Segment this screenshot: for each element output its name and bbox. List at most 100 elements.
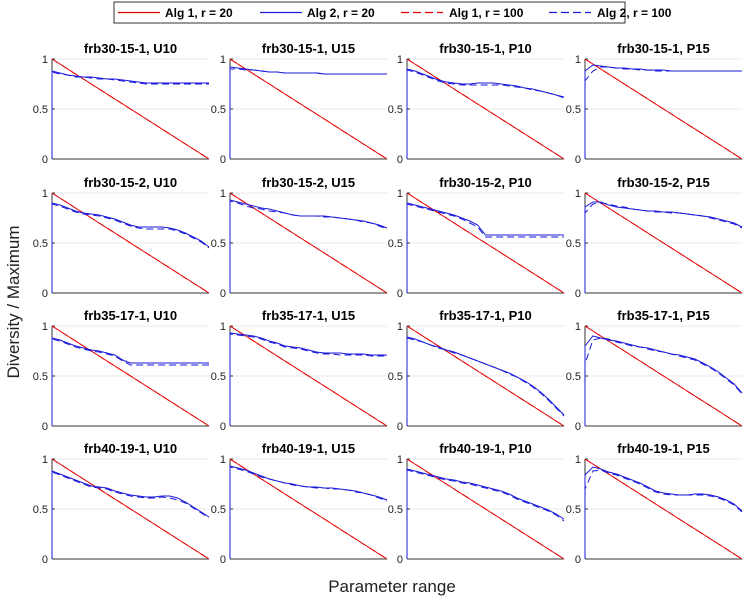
- panel-frb40-19-1-p10-ytick-label-2: 1: [397, 454, 403, 466]
- panel-frb40-19-1-p15: 0 0.5 1 frb40-19-1, P15: [566, 441, 743, 566]
- panel-frb30-15-2-p15-line-alg2-r20: [584, 201, 743, 293]
- subplot-grid: 0 0.5 1 frb30-15-1, U10 0 0.5 1 frb30-15-1, U15…: [33, 41, 743, 566]
- panel-frb30-15-2-u10-ytick-label-0: 0: [42, 288, 48, 300]
- panel-frb35-17-1-p15-line-alg2-r20: [584, 335, 743, 426]
- panel-frb35-17-1-u15-line-alg1-r20: [229, 325, 388, 427]
- panel-frb40-19-1-u10-ytick-label-1: 0.5: [33, 504, 48, 516]
- panel-frb35-17-1-u10-line-alg2-r20: [51, 337, 209, 426]
- panel-frb30-15-2-u10: 0 0.5 1 frb30-15-2, U10: [33, 175, 210, 300]
- panel-frb30-15-1-p10-title: frb30-15-1, P10: [439, 41, 532, 56]
- panel-frb30-15-2-p10-ytick-label-0: 0: [397, 288, 403, 300]
- panel-frb30-15-2-u10-line-alg1-r20: [51, 192, 210, 294]
- panel-frb30-15-2-u10-line-alg2-r100: [51, 203, 210, 293]
- panel-frb30-15-1-u15: 0 0.5 1 frb30-15-1, U15: [211, 41, 388, 166]
- panel-frb30-15-2-u15-title: frb30-15-2, U15: [262, 175, 355, 190]
- panel-frb35-17-1-u15: 0 0.5 1 frb35-17-1, U15: [211, 308, 388, 433]
- panel-frb35-17-1-p15: 0 0.5 1 frb35-17-1, P15: [566, 308, 743, 433]
- panel-frb30-15-2-u15-ytick-label-2: 1: [220, 188, 226, 200]
- panel-frb30-15-1-u15-title: frb30-15-1, U15: [262, 41, 355, 56]
- panel-frb35-17-1-u10-line-alg1-r20: [51, 325, 210, 427]
- panel-frb35-17-1-p10-line-alg2-r20: [406, 336, 565, 426]
- panel-frb40-19-1-u10-ytick-label-0: 0: [42, 554, 48, 566]
- panel-frb30-15-1-u15-line-alg1-r20: [229, 58, 388, 160]
- panel-frb40-19-1-u15-line-alg1-r20: [229, 458, 388, 560]
- panel-frb40-19-1-u15-ytick-label-1: 0.5: [211, 504, 226, 516]
- panel-frb30-15-2-p15-ytick-label-2: 1: [575, 188, 581, 200]
- legend-entry-alg1-r100: Alg 1, r = 100: [401, 6, 524, 20]
- legend-label-alg2-r20: Alg 2, r = 20: [307, 6, 375, 20]
- panel-frb30-15-1-u10-ytick-label-0: 0: [42, 154, 48, 166]
- panel-frb30-15-1-p10-ytick-label-0: 0: [397, 154, 403, 166]
- panel-frb30-15-2-p15-title: frb30-15-2, P15: [617, 175, 710, 190]
- panel-frb35-17-1-u15-ytick-label-2: 1: [220, 321, 226, 333]
- panel-frb35-17-1-p15-line-alg1-r20: [584, 325, 743, 427]
- panel-frb30-15-1-p10: 0 0.5 1 frb30-15-1, P10: [388, 41, 565, 166]
- panel-frb40-19-1-p10-ytick-label-0: 0: [397, 554, 403, 566]
- panel-frb30-15-1-u10-line-alg2-r20: [51, 70, 209, 159]
- panel-frb30-15-1-p15-line-alg1-r20: [584, 58, 743, 160]
- panel-frb40-19-1-p15-line-alg1-r20: [584, 458, 743, 560]
- panel-frb35-17-1-u15-ytick-label-1: 0.5: [211, 371, 226, 383]
- legend-label-alg2-r100: Alg 2, r = 100: [597, 6, 672, 20]
- panel-frb30-15-2-p15-ytick-label-1: 0.5: [566, 238, 581, 250]
- panel-frb40-19-1-p10-line-alg2-r100: [406, 469, 565, 559]
- panel-frb35-17-1-p10-line-alg1-r20: [406, 325, 565, 427]
- panel-frb35-17-1-p10-ytick-label-2: 1: [397, 321, 403, 333]
- panel-frb40-19-1-u15-ytick-label-2: 1: [220, 454, 226, 466]
- y-axis-label: Diversity / Maximum: [4, 225, 23, 378]
- panel-frb40-19-1-u10: 0 0.5 1 frb40-19-1, U10: [33, 441, 210, 566]
- panel-frb40-19-1-u10-line-alg2-r100: [51, 471, 210, 559]
- panel-frb30-15-2-p10-ytick-label-2: 1: [397, 188, 403, 200]
- panel-frb30-15-1-p15-title: frb30-15-1, P15: [617, 41, 710, 56]
- panel-frb40-19-1-u10-line-alg2-r20: [51, 470, 210, 559]
- panel-frb35-17-1-u10-ytick-label-2: 1: [42, 321, 48, 333]
- panel-frb30-15-2-u15-ytick-label-0: 0: [220, 288, 226, 300]
- legend-entry-alg2-r100: Alg 2, r = 100: [549, 6, 672, 20]
- panel-frb30-15-1-p10-ytick-label-1: 0.5: [388, 104, 403, 116]
- panel-frb35-17-1-p10-ytick-label-0: 0: [397, 421, 403, 433]
- panel-frb30-15-2-u10-line-alg2-r20: [51, 202, 210, 293]
- legend-box: [113, 1, 626, 24]
- panel-frb30-15-1-u10-ytick-label-1: 0.5: [33, 104, 48, 116]
- legend-label-alg1-r20: Alg 1, r = 20: [165, 6, 233, 20]
- panel-frb35-17-1-u10-ytick-label-1: 0.5: [33, 371, 48, 383]
- panel-frb30-15-2-p15-line-alg1-r20: [584, 192, 743, 294]
- panel-frb40-19-1-u15-line-alg2-r20: [229, 465, 388, 559]
- panel-frb30-15-2-p10: 0 0.5 1 frb30-15-2, P10: [388, 175, 565, 300]
- panel-frb30-15-2-u15-line-alg1-r20: [229, 192, 388, 294]
- panel-frb35-17-1-u10: 0 0.5 1 frb35-17-1, U10: [33, 308, 210, 433]
- panel-frb30-15-2-u15-line-alg2-r20: [229, 199, 388, 293]
- panel-frb35-17-1-u10-line-alg2-r100: [51, 338, 209, 426]
- panel-frb35-17-1-u10-ytick-label-0: 0: [42, 421, 48, 433]
- panel-frb35-17-1-p15-ytick-label-2: 1: [575, 321, 581, 333]
- legend-entry-alg1-r20: Alg 1, r = 20: [118, 6, 233, 20]
- x-axis-label: Parameter range: [328, 577, 456, 596]
- panel-frb40-19-1-p15-title: frb40-19-1, P15: [617, 441, 710, 456]
- legend-entry-alg2-r20: Alg 2, r = 20: [260, 6, 375, 20]
- panel-frb30-15-2-p10-title: frb30-15-2, P10: [439, 175, 532, 190]
- panel-frb30-15-2-p10-ytick-label-1: 0.5: [388, 238, 403, 250]
- panel-frb40-19-1-u15-title: frb40-19-1, U15: [262, 441, 355, 456]
- legend: Alg 1, r = 20 Alg 2, r = 20 Alg 1, r = 1…: [113, 1, 672, 24]
- panel-frb35-17-1-u15-line-alg2-r20: [229, 332, 387, 426]
- panel-frb35-17-1-p10: 0 0.5 1 frb35-17-1, P10: [388, 308, 565, 433]
- panel-frb35-17-1-p15-ytick-label-1: 0.5: [566, 371, 581, 383]
- panel-frb40-19-1-p10-line-alg2-r20: [406, 468, 565, 559]
- panel-frb30-15-1-u10-ytick-label-2: 1: [42, 54, 48, 66]
- panel-frb40-19-1-u10-line-alg1-r20: [51, 458, 210, 560]
- panel-frb35-17-1-u15-line-alg2-r100: [229, 333, 387, 426]
- panel-frb30-15-1-p10-line-alg1-r20: [406, 58, 565, 160]
- panel-frb30-15-1-p15: 0 0.5 1 frb30-15-1, P15: [566, 41, 743, 166]
- panel-frb40-19-1-p10-title: frb40-19-1, P10: [439, 441, 532, 456]
- panel-frb30-15-2-u15: 0 0.5 1 frb30-15-2, U15: [211, 175, 388, 300]
- panel-frb30-15-2-p15: 0 0.5 1 frb30-15-2, P15: [566, 175, 743, 300]
- panel-frb40-19-1-p15-ytick-label-1: 0.5: [566, 504, 581, 516]
- panel-frb35-17-1-u10-title: frb35-17-1, U10: [84, 308, 177, 323]
- panel-frb40-19-1-u15: 0 0.5 1 frb40-19-1, U15: [211, 441, 388, 566]
- panel-frb35-17-1-u15-title: frb35-17-1, U15: [262, 308, 355, 323]
- panel-frb30-15-1-p15-ytick-label-2: 1: [575, 54, 581, 66]
- panel-frb30-15-1-u10-title: frb30-15-1, U10: [84, 41, 177, 56]
- panel-frb40-19-1-u10-ytick-label-2: 1: [42, 454, 48, 466]
- panel-frb30-15-1-u10: 0 0.5 1 frb30-15-1, U10: [33, 41, 210, 166]
